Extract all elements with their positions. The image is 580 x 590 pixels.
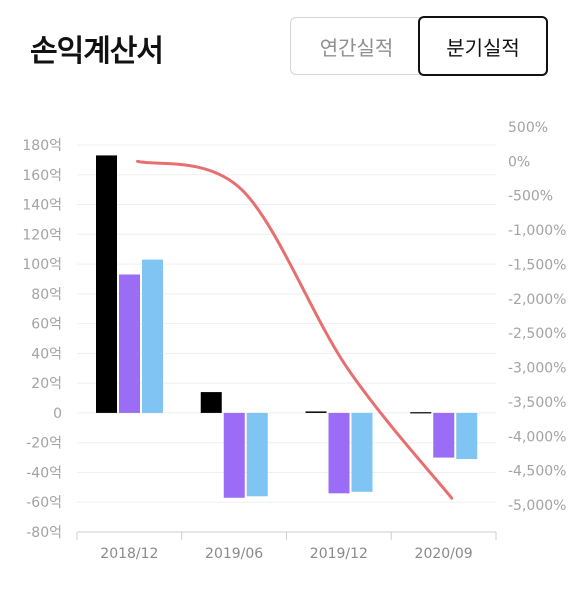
y-left-tick-label: -60억	[26, 495, 62, 511]
y-right-tick-label: -2,000%	[508, 292, 566, 308]
y-left-tick-label: 40억	[31, 346, 62, 362]
y-right-tick-label: -3,000%	[508, 361, 566, 377]
y-left-tick-label: -40억	[26, 465, 62, 481]
x-tick-label: 2019/12	[310, 546, 368, 562]
bar	[305, 411, 327, 413]
y-left-tick-label: -20억	[26, 436, 62, 452]
y-right-tick-label: -1,500%	[508, 257, 566, 273]
bar	[328, 412, 350, 494]
x-tick-label: 2018/12	[100, 546, 158, 562]
bar	[200, 392, 222, 413]
y-left-tick-label: 100억	[22, 257, 62, 273]
page-title: 손익계산서	[30, 34, 164, 69]
bar	[246, 412, 268, 497]
y-left-tick-label: 120억	[22, 227, 62, 243]
y-right-tick-label: 0%	[508, 154, 530, 170]
period-toggle: 연간실적 분기실적	[290, 16, 548, 77]
x-tick-label: 2019/06	[205, 546, 263, 562]
y-right-tick-label: -3,500%	[508, 395, 566, 411]
y-right-tick-label: -4,000%	[508, 429, 566, 445]
y-right-tick-label: -4,500%	[508, 464, 566, 480]
bar	[142, 259, 163, 413]
y-right-tick-label: -2,500%	[508, 326, 566, 342]
bar	[410, 412, 432, 414]
y-left-tick-label: 20억	[31, 376, 62, 392]
tab-annual[interactable]: 연간실적	[290, 17, 422, 75]
bar	[351, 412, 373, 492]
y-left-tick-label: 0	[53, 406, 62, 422]
tab-quarterly[interactable]: 분기실적	[418, 16, 548, 76]
y-right-tick-label: -1,000%	[508, 223, 566, 239]
x-tick-label: 2020/09	[415, 546, 473, 562]
bar	[433, 412, 455, 458]
y-left-tick-label: -80억	[26, 525, 62, 541]
y-right-tick-label: -5,000%	[508, 498, 566, 514]
y-left-tick-label: 80억	[31, 287, 62, 303]
y-right-tick-label: -500%	[508, 189, 553, 205]
bar	[119, 274, 140, 413]
y-left-tick-label: 60억	[31, 317, 62, 333]
bar	[223, 412, 245, 498]
bar	[456, 412, 478, 460]
y-left-tick-label: 160억	[22, 168, 62, 184]
y-left-tick-label: 140억	[22, 198, 62, 214]
y-left-tick-label: 180억	[22, 138, 62, 154]
y-right-tick-label: 500%	[508, 120, 548, 136]
ratio-line	[136, 159, 454, 500]
bar	[96, 155, 117, 413]
